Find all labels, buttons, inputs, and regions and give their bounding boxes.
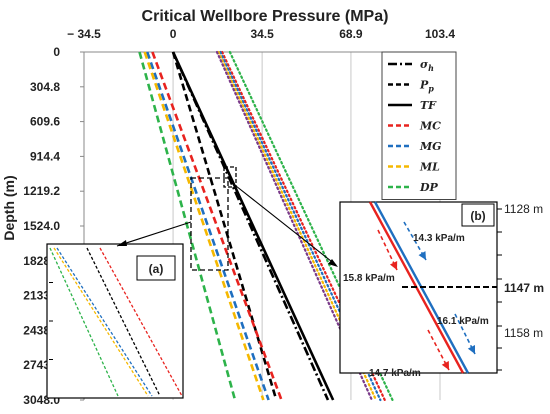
inset-a-line-2 [53,247,149,397]
inset-b-gradient-arrowhead-3 [441,361,449,370]
x-tick-label: 68.9 [339,27,363,41]
inset-b-gradient-label: 14.7 kPa/m [369,368,421,379]
inset-a-label: (a) [149,262,164,276]
inset-a-line-3 [86,247,161,397]
inset-b-gradient-label: 16.1 kPa/m [437,316,489,327]
inset-a-line-0 [99,247,183,397]
inset-a: (a) [46,221,192,399]
inset-b-depth-label: 1158 m [504,326,543,340]
inset-a-connector [116,221,192,247]
legend-label-σh: σh [420,58,434,73]
zoom-box-b [223,166,237,188]
y-tick-label: 1524.0 [23,219,60,233]
x-tick-label: − 34.5 [67,27,101,41]
x-tick-label: 34.5 [250,27,274,41]
inset-b-depth-label: 1147 m [504,281,544,295]
legend-label-mc: MC [419,120,441,133]
series-line-ml [143,51,265,401]
legend-label-mg: MG [419,140,442,153]
series-line-dp [138,51,237,401]
y-tick-label: 609.6 [30,115,60,129]
inset-b-gradient-arrowhead-1 [389,261,398,270]
y-tick-label: 0 [53,45,60,59]
x-tick-label: 103.4 [425,27,455,41]
inset-a-connector-arrowhead [117,240,127,246]
inset-b-gradient-arrowhead-0 [418,251,426,260]
chart-title: Critical Wellbore Pressure (MPa) [142,8,389,25]
inset-b-gradient-arrowhead-2 [467,345,475,354]
legend: σh Pp TF MC MG ML DP [381,51,457,200]
legend-label-ml: ML [419,161,440,174]
y-axis-label: Depth (m) [1,175,17,240]
inset-b: 14.3 kPa/m 15.8 kPa/m 16.1 kPa/m 14.7 kPa/m… [235,185,544,379]
series-line-mg [146,51,270,401]
inset-b-label: (b) [470,209,485,223]
inset-b-connector-arrowhead [328,259,338,267]
x-tick-label: 0 [170,27,177,41]
inset-b-connector [235,185,337,266]
x-tick-labels: − 34.5 0 34.5 68.9 103.4 [67,27,455,41]
inset-b-depth-label: 1128 m [504,202,543,216]
y-tick-label: 304.8 [30,80,60,94]
zoom-box-a [190,177,229,271]
dotted-series-line-2 [217,50,378,402]
inset-b-gradient-label: 14.3 kPa/m [413,233,465,244]
legend-label-pp: Pp [419,79,434,94]
legend-label-tf: TF [420,99,437,112]
inset-a-label-box [136,255,176,281]
series-line-mc [151,51,283,401]
series-line-tf [171,51,335,401]
inset-a-line-4 [49,247,119,397]
inset-b-label-box [461,203,495,227]
inset-a-line-1 [56,247,153,397]
legend-box [381,51,457,200]
y-tick-label: 1219.2 [23,184,60,198]
legend-label-dp: DP [419,181,439,194]
inset-b-gradient-label: 15.8 kPa/m [343,273,395,284]
y-tick-label: 914.4 [30,149,60,163]
